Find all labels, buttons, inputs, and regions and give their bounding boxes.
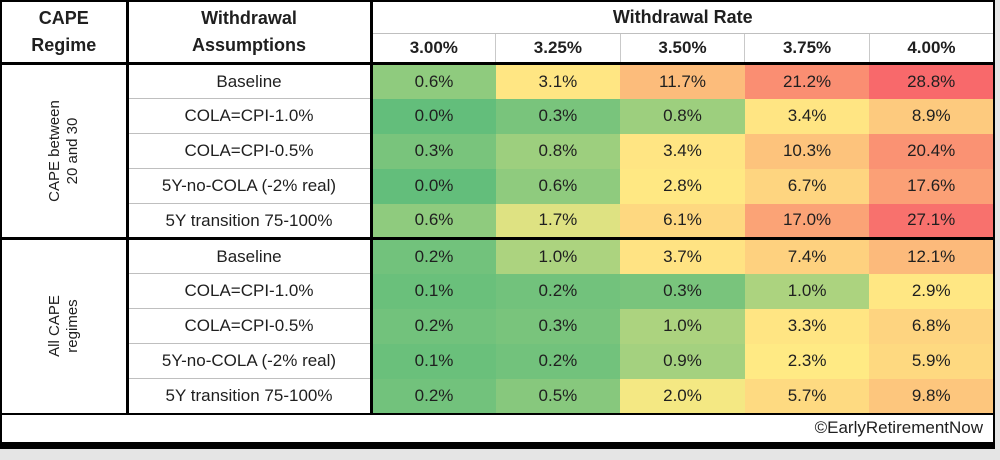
regime-block-1: All CAPE regimes Baseline 0.2% 1.0% 3.7% 7.4% 1… xyxy=(1,238,994,414)
heatmap-cell: 0.6% xyxy=(371,203,496,239)
cape-regime-header: CAPE Regime xyxy=(1,1,129,64)
credit-row: ©EarlyRetirementNow xyxy=(1,413,994,445)
table-row: CAPE between 20 and 30 Baseline 0.6% 3.1% 11.… xyxy=(1,63,994,239)
table-row: 5Y-no-COLA (-2% real) 0.1% 0.2% 0.9% 2.3% 5.9… xyxy=(1,343,994,379)
heatmap-cell: 2.8% xyxy=(620,168,745,204)
heatmap-cell: 3.4% xyxy=(744,98,870,134)
heatmap-cell: 3.4% xyxy=(620,133,745,169)
table-row: 5Y transition 75-100% 0.6% 1.7% 6.1% 17.0% 27… xyxy=(1,203,994,239)
heatmap-cell: 10.3% xyxy=(744,133,870,169)
heatmap-cell: 0.6% xyxy=(495,168,621,204)
cape-regime-header-line2: Regime xyxy=(31,35,97,55)
heatmap-cell: 20.4% xyxy=(869,133,994,169)
heatmap-cell: 0.0% xyxy=(371,98,496,134)
table-row: COLA=CPI-0.5% 0.3% 0.8% 3.4% 10.3% 20.4% xyxy=(1,133,994,169)
heatmap-cell: 9.8% xyxy=(869,378,994,414)
credit-text: ©EarlyRetirementNow xyxy=(1,413,994,445)
table-row: COLA=CPI-1.0% 0.1% 0.2% 0.3% 1.0% 2.9% xyxy=(1,273,994,309)
heatmap-cell: 11.7% xyxy=(620,63,745,99)
heatmap-cell: 0.3% xyxy=(495,98,621,134)
table-header: CAPE Regime Withdrawal Assumptions Withd… xyxy=(1,1,994,64)
heatmap-cell: 6.1% xyxy=(620,203,745,239)
heatmap-cell: 1.0% xyxy=(495,238,621,274)
assumption-label: COLA=CPI-1.0% xyxy=(127,273,373,309)
heatmap-cell: 2.9% xyxy=(869,273,994,309)
heatmap-cell: 17.0% xyxy=(744,203,870,239)
heatmap-cell: 0.2% xyxy=(495,273,621,309)
heatmap-cell: 1.0% xyxy=(620,308,745,344)
heatmap-cell: 0.1% xyxy=(371,273,496,309)
heatmap-cell: 12.1% xyxy=(869,238,994,274)
heatmap-cell: 5.9% xyxy=(869,343,994,379)
heatmap-cell: 0.2% xyxy=(371,308,496,344)
table-row: 5Y-no-COLA (-2% real) 0.0% 0.6% 2.8% 6.7% 17.… xyxy=(1,168,994,204)
header-row-top: CAPE Regime Withdrawal Assumptions Withd… xyxy=(1,1,994,64)
heatmap-cell: 0.2% xyxy=(371,378,496,414)
withdrawal-assumptions-header-line1: Withdrawal xyxy=(201,8,297,28)
rate-column-header-3-00: 3.00% xyxy=(371,33,496,64)
heatmap-cell: 0.9% xyxy=(620,343,745,379)
withdrawal-rate-header: Withdrawal Rate xyxy=(612,7,753,27)
regime-label-text: All CAPE regimes xyxy=(45,295,81,358)
heatmap-cell: 21.2% xyxy=(744,63,870,99)
assumption-label: COLA=CPI-1.0% xyxy=(127,98,373,134)
heatmap-cell: 0.0% xyxy=(371,168,496,204)
rate-column-header-3-75: 3.75% xyxy=(744,33,870,64)
heatmap-cell: 6.8% xyxy=(869,308,994,344)
heatmap-cell: 0.8% xyxy=(620,98,745,134)
regime-block-0: CAPE between 20 and 30 Baseline 0.6% 3.1% 11.… xyxy=(1,63,994,239)
heatmap-cell: 0.1% xyxy=(371,343,496,379)
heatmap-cell: 2.3% xyxy=(744,343,870,379)
assumption-label: Baseline xyxy=(127,238,373,274)
heatmap-cell: 8.9% xyxy=(869,98,994,134)
table-footer: ©EarlyRetirementNow xyxy=(1,413,994,445)
heatmap-cell: 1.0% xyxy=(744,273,870,309)
heatmap-cell: 17.6% xyxy=(869,168,994,204)
heatmap-cell: 0.3% xyxy=(371,133,496,169)
assumption-label: 5Y transition 75-100% xyxy=(127,378,373,414)
heatmap-cell: 0.3% xyxy=(495,308,621,344)
withdrawal-assumptions-header: Withdrawal Assumptions xyxy=(127,1,373,64)
assumption-label: COLA=CPI-0.5% xyxy=(127,308,373,344)
table-row: 5Y transition 75-100% 0.2% 0.5% 2.0% 5.7% 9.8… xyxy=(1,378,994,414)
heatmap-cell: 0.2% xyxy=(495,343,621,379)
heatmap-cell: 6.7% xyxy=(744,168,870,204)
heatmap-cell: 0.2% xyxy=(371,238,496,274)
heatmap-cell: 3.1% xyxy=(495,63,621,99)
regime-label: CAPE between 20 and 30 xyxy=(1,63,129,239)
heatmap-cell: 0.8% xyxy=(495,133,621,169)
assumption-label: 5Y-no-COLA (-2% real) xyxy=(127,168,373,204)
heatmap-cell: 0.3% xyxy=(620,273,745,309)
heatmap-cell: 2.0% xyxy=(620,378,745,414)
rate-column-header-3-25: 3.25% xyxy=(495,33,621,64)
cape-regime-header-line1: CAPE xyxy=(38,8,89,28)
table-row: All CAPE regimes Baseline 0.2% 1.0% 3.7% 7.4% 1… xyxy=(1,238,994,414)
assumption-label: COLA=CPI-0.5% xyxy=(127,133,373,169)
heatmap-cell: 7.4% xyxy=(744,238,870,274)
heatmap-cell: 0.6% xyxy=(371,63,496,99)
withdrawal-assumptions-header-line2: Assumptions xyxy=(191,35,306,55)
assumption-label: Baseline xyxy=(127,63,373,99)
regime-label-text: CAPE between 20 and 30 xyxy=(45,100,81,202)
regime-label: All CAPE regimes xyxy=(1,238,129,414)
heatmap-cell: 3.3% xyxy=(744,308,870,344)
heatmap-cell: 0.5% xyxy=(495,378,621,414)
heatmap-cell: 5.7% xyxy=(744,378,870,414)
header-row-rates: 3.00% 3.25% 3.50% 3.75% 4.00% xyxy=(1,33,994,64)
table-row: COLA=CPI-1.0% 0.0% 0.3% 0.8% 3.4% 8.9% xyxy=(1,98,994,134)
heatmap-cell: 3.7% xyxy=(620,238,745,274)
heatmap-cell: 1.7% xyxy=(495,203,621,239)
rate-column-header-3-50: 3.50% xyxy=(619,33,745,64)
rate-column-header-4-00: 4.00% xyxy=(868,33,994,64)
table-row: COLA=CPI-0.5% 0.2% 0.3% 1.0% 3.3% 6.8% xyxy=(1,308,994,344)
assumption-label: 5Y transition 75-100% xyxy=(127,203,373,239)
heatmap-cell: 27.1% xyxy=(869,203,994,239)
assumption-label: 5Y-no-COLA (-2% real) xyxy=(127,343,373,379)
heatmap-cell: 28.8% xyxy=(869,63,994,99)
heatmap-table: CAPE Regime Withdrawal Assumptions Withd… xyxy=(0,0,995,449)
